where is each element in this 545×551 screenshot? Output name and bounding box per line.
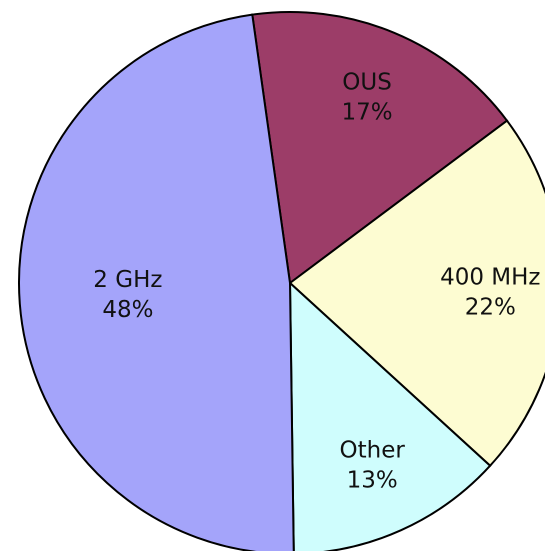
slice-value-label: 13% bbox=[347, 467, 398, 493]
slice-label: 2 GHz bbox=[93, 267, 162, 293]
slice-value-label: 22% bbox=[465, 294, 516, 320]
slice-label: 400 MHz bbox=[440, 264, 540, 290]
slice-label: OUS bbox=[342, 69, 392, 95]
pie-slice bbox=[288, 119, 545, 468]
pie-slice bbox=[288, 280, 492, 551]
slice-label: Other bbox=[340, 437, 406, 463]
pie-slice bbox=[18, 13, 295, 551]
slice-value-label: 17% bbox=[342, 99, 393, 125]
slice-value-label: 48% bbox=[102, 297, 153, 323]
pie-slice bbox=[251, 11, 509, 285]
